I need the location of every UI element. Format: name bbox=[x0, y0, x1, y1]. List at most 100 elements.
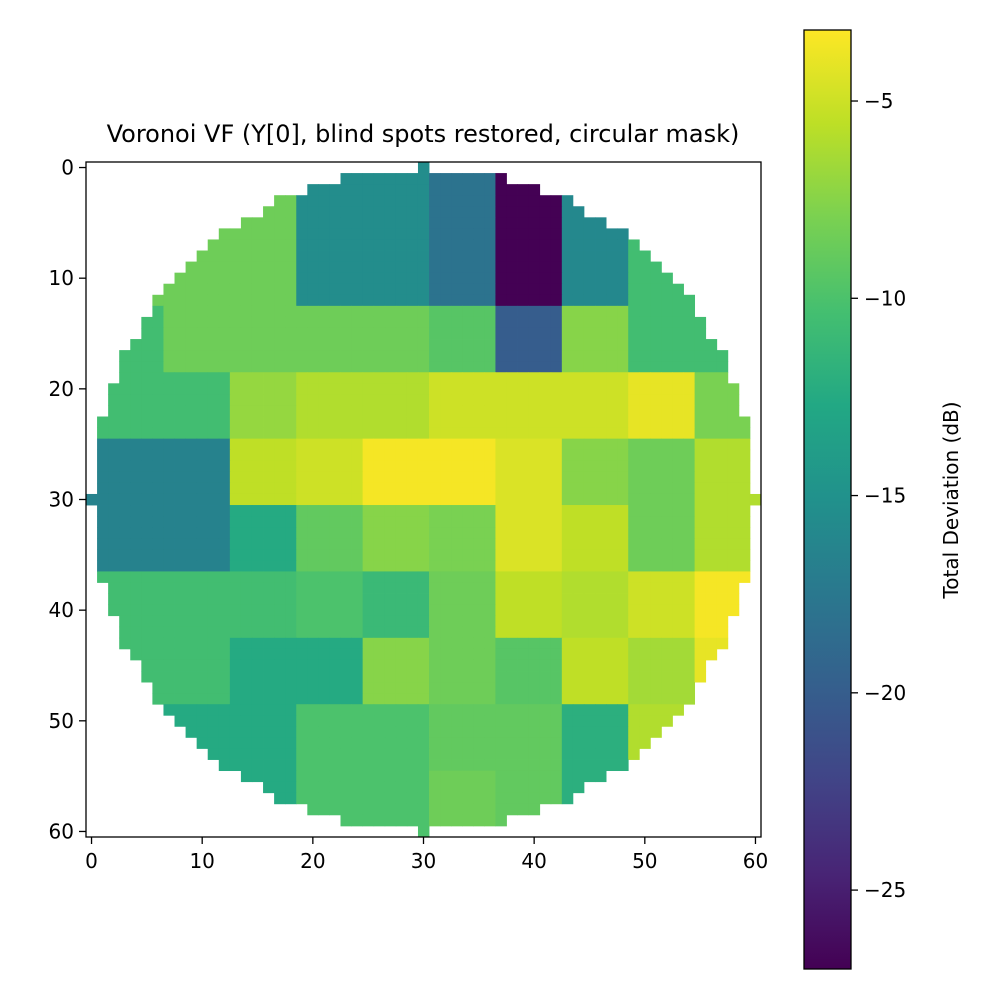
heatmap-cell bbox=[417, 516, 430, 528]
heatmap-cell bbox=[384, 737, 397, 749]
heatmap-cell bbox=[561, 361, 574, 373]
heatmap-cell bbox=[251, 648, 264, 661]
heatmap-cell bbox=[207, 493, 220, 506]
heatmap-cell bbox=[639, 715, 651, 727]
heatmap-cell bbox=[506, 372, 518, 384]
heatmap-cell bbox=[318, 682, 330, 694]
heatmap-cell bbox=[639, 671, 651, 683]
heatmap-cell bbox=[628, 272, 640, 285]
heatmap-cell bbox=[174, 560, 186, 572]
heatmap-cell bbox=[572, 770, 585, 783]
heatmap-cell bbox=[539, 261, 552, 274]
heatmap-cell bbox=[716, 538, 729, 550]
heatmap-cell bbox=[595, 493, 607, 506]
heatmap-cell bbox=[97, 560, 109, 572]
heatmap-cell bbox=[572, 715, 585, 727]
heatmap-cell bbox=[429, 671, 441, 683]
heatmap-cell bbox=[583, 405, 596, 417]
heatmap-cell bbox=[561, 239, 574, 251]
heatmap-cell bbox=[595, 316, 607, 329]
heatmap-cell bbox=[528, 549, 541, 561]
heatmap-cell bbox=[517, 560, 530, 572]
heatmap-cell bbox=[373, 648, 386, 661]
heatmap-cell bbox=[318, 394, 330, 406]
heatmap-cell bbox=[229, 637, 242, 650]
heatmap-cell bbox=[395, 372, 408, 384]
heatmap-cell bbox=[672, 394, 684, 406]
heatmap-cell bbox=[528, 737, 541, 749]
heatmap-cell bbox=[561, 283, 574, 296]
heatmap-cell bbox=[716, 416, 729, 428]
heatmap-cell bbox=[506, 582, 518, 594]
heatmap-cell bbox=[617, 416, 629, 428]
heatmap-cell bbox=[395, 726, 408, 738]
heatmap-cell bbox=[329, 549, 341, 561]
heatmap-cell bbox=[395, 305, 408, 318]
heatmap-cell bbox=[274, 361, 286, 373]
heatmap-cell bbox=[561, 416, 574, 428]
heatmap-cell bbox=[351, 582, 364, 594]
heatmap-cell bbox=[384, 350, 397, 362]
heatmap-cell bbox=[296, 339, 308, 351]
heatmap-cell bbox=[694, 372, 707, 384]
heatmap-cell bbox=[240, 704, 253, 716]
heatmap-cell bbox=[384, 173, 397, 185]
heatmap-cell bbox=[672, 516, 684, 528]
heatmap-cell bbox=[141, 637, 153, 650]
heatmap-cell bbox=[528, 272, 541, 285]
heatmap-cell bbox=[506, 383, 518, 395]
heatmap-cell bbox=[561, 505, 574, 517]
heatmap-cell bbox=[462, 217, 474, 229]
heatmap-cell bbox=[274, 582, 286, 594]
heatmap-cell bbox=[130, 604, 142, 617]
heatmap-cell bbox=[672, 549, 684, 561]
heatmap-cell bbox=[595, 449, 607, 462]
heatmap-cell bbox=[163, 471, 175, 484]
heatmap-cell bbox=[351, 505, 364, 517]
heatmap-cell bbox=[462, 715, 474, 727]
heatmap-cell bbox=[528, 593, 541, 606]
heatmap-cell bbox=[362, 693, 375, 705]
heatmap-cell bbox=[705, 637, 718, 650]
heatmap-cell bbox=[274, 726, 286, 738]
heatmap-cell bbox=[395, 505, 408, 517]
heatmap-cell bbox=[451, 350, 463, 362]
heatmap-cell bbox=[417, 682, 430, 694]
heatmap-cell bbox=[429, 659, 441, 672]
y-tick-label: 40 bbox=[49, 598, 74, 622]
heatmap-cell bbox=[196, 449, 209, 462]
heatmap-cell bbox=[550, 626, 563, 639]
heatmap-cell bbox=[406, 350, 419, 362]
heatmap-cell bbox=[229, 505, 242, 517]
heatmap-cell bbox=[429, 593, 441, 606]
heatmap-cell bbox=[163, 394, 175, 406]
heatmap-cell bbox=[373, 704, 386, 716]
heatmap-cell bbox=[229, 427, 242, 440]
heatmap-cell bbox=[617, 626, 629, 639]
heatmap-cell bbox=[296, 637, 308, 650]
heatmap-cell bbox=[251, 538, 264, 550]
heatmap-cell bbox=[384, 748, 397, 760]
heatmap-cell bbox=[672, 361, 684, 373]
heatmap-cell bbox=[119, 493, 131, 506]
heatmap-cell bbox=[484, 228, 496, 240]
heatmap-cell bbox=[606, 383, 618, 395]
heatmap-cell bbox=[307, 659, 319, 672]
heatmap-cell bbox=[595, 671, 607, 683]
heatmap-cell bbox=[617, 704, 629, 716]
heatmap-cell bbox=[572, 648, 585, 661]
heatmap-cell bbox=[606, 339, 618, 351]
heatmap-cell bbox=[174, 549, 186, 561]
heatmap-cell bbox=[716, 383, 729, 395]
heatmap-cell bbox=[727, 460, 740, 473]
heatmap-cell bbox=[362, 316, 375, 329]
heatmap-cell bbox=[152, 538, 164, 550]
heatmap-cell bbox=[229, 383, 242, 395]
heatmap-cell bbox=[406, 626, 419, 639]
heatmap-cell bbox=[617, 339, 629, 351]
heatmap-cell bbox=[318, 184, 330, 196]
heatmap-cell bbox=[440, 184, 452, 196]
heatmap-cell bbox=[274, 737, 286, 749]
heatmap-cell bbox=[417, 460, 430, 473]
heatmap-cell bbox=[639, 372, 651, 384]
